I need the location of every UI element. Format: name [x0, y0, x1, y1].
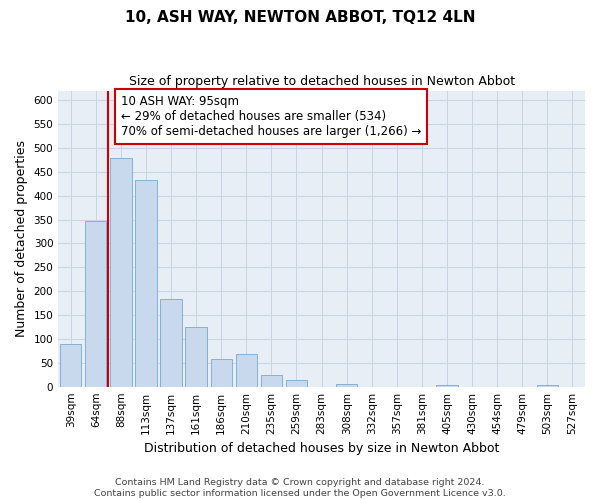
X-axis label: Distribution of detached houses by size in Newton Abbot: Distribution of detached houses by size … [144, 442, 499, 455]
Text: Contains HM Land Registry data © Crown copyright and database right 2024.
Contai: Contains HM Land Registry data © Crown c… [94, 478, 506, 498]
Bar [85, 221, 106, 386]
Bar [286, 380, 307, 386]
Bar [236, 354, 257, 386]
Bar [110, 158, 131, 386]
Bar [261, 374, 282, 386]
Bar [60, 344, 82, 386]
Bar [336, 384, 358, 386]
Title: Size of property relative to detached houses in Newton Abbot: Size of property relative to detached ho… [128, 75, 515, 88]
Text: 10, ASH WAY, NEWTON ABBOT, TQ12 4LN: 10, ASH WAY, NEWTON ABBOT, TQ12 4LN [125, 10, 475, 25]
Bar [136, 180, 157, 386]
Bar [211, 360, 232, 386]
Text: 10 ASH WAY: 95sqm
← 29% of detached houses are smaller (534)
70% of semi-detache: 10 ASH WAY: 95sqm ← 29% of detached hous… [121, 96, 421, 138]
Bar [537, 385, 558, 386]
Bar [160, 300, 182, 386]
Bar [185, 327, 207, 386]
Y-axis label: Number of detached properties: Number of detached properties [15, 140, 28, 337]
Bar [436, 385, 458, 386]
